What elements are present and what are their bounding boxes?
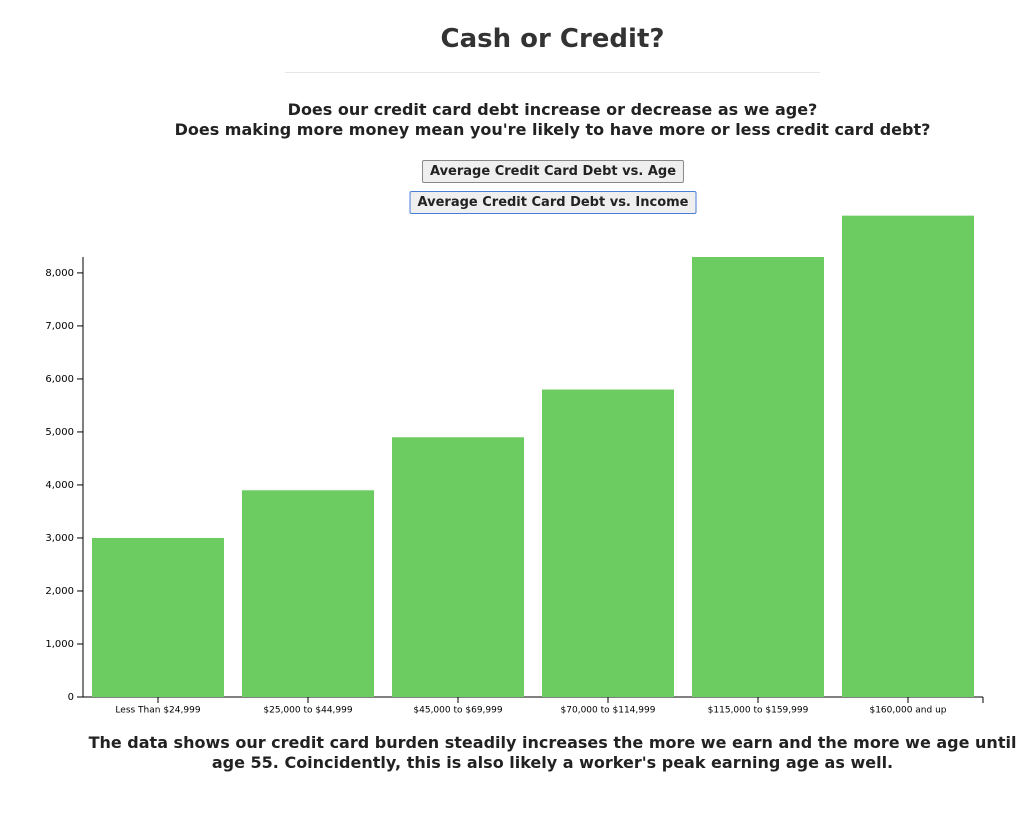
x-tick-label: $45,000 to $69,999 [413,706,502,716]
y-tick-label: 7,000 [45,321,74,332]
y-tick-label: 0 [68,692,74,703]
bar [392,437,524,697]
bar [542,389,674,697]
y-tick-label: 4,000 [45,480,74,491]
page-title: Cash or Credit? [440,24,665,54]
divider [285,72,820,73]
y-tick-label: 6,000 [45,374,74,385]
footer: The data shows our credit card burden st… [0,733,1035,773]
x-tick-label: $115,000 to $159,999 [708,706,809,716]
x-tick-label: $160,000 and up [869,706,946,716]
y-tick-label: 1,000 [45,639,74,650]
footer-line: age 55. Coincidently, this is also likel… [211,753,894,772]
question: Does our credit card debt increase or de… [287,100,818,119]
footer-line: The data shows our credit card burden st… [88,733,1017,752]
bar [242,490,374,697]
y-tick-label: 8,000 [45,268,74,279]
y-tick-label: 5,000 [45,427,74,438]
questions: Does our credit card debt increase or de… [0,100,1035,140]
x-tick-label: $25,000 to $44,999 [263,706,352,716]
bar [842,215,974,697]
x-tick-label: $70,000 to $114,999 [561,706,656,716]
question: Does making more money mean you're likel… [174,120,931,139]
y-tick-label: 3,000 [45,533,74,544]
bar [92,537,224,697]
bar [692,257,824,697]
y-tick-label: 2,000 [45,586,74,597]
income-button[interactable]: Average Credit Card Debt vs. Income [409,191,697,214]
x-tick-label: Less Than $24,999 [115,706,200,716]
age-button[interactable]: Average Credit Card Debt vs. Age [421,160,685,183]
